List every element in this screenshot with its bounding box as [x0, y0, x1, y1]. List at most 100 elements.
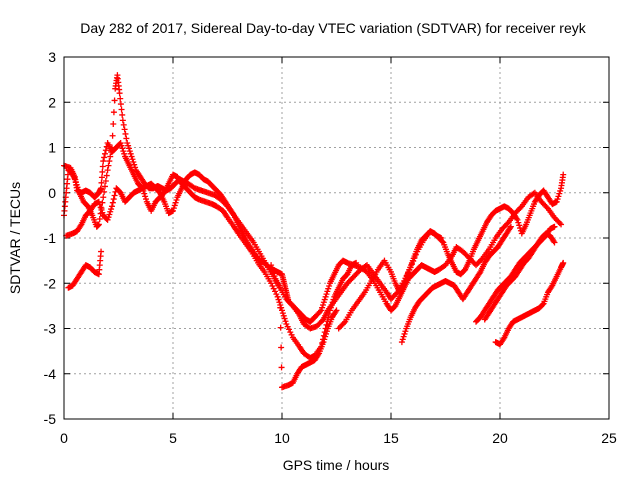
data-point — [103, 172, 110, 179]
data-points — [61, 72, 567, 391]
data-point — [111, 192, 118, 199]
x-tick-label: 20 — [492, 430, 508, 446]
data-point — [555, 193, 562, 200]
data-point — [516, 222, 523, 229]
data-point — [121, 126, 128, 133]
data-point — [128, 153, 135, 160]
data-point — [399, 336, 406, 343]
series-arc-5 — [268, 262, 340, 391]
data-point — [104, 216, 111, 223]
data-point — [278, 364, 285, 371]
data-point — [283, 320, 290, 327]
data-point — [557, 187, 564, 194]
y-tick-label: -5 — [44, 411, 57, 427]
x-tick-label: 0 — [60, 430, 68, 446]
data-point — [97, 204, 104, 211]
data-point — [105, 214, 112, 221]
series-arc-4 — [65, 248, 105, 291]
data-point — [554, 196, 561, 203]
data-point — [121, 150, 128, 157]
data-point — [281, 315, 288, 322]
data-point — [132, 164, 139, 171]
data-point — [108, 144, 115, 151]
data-point — [117, 139, 124, 146]
data-point — [109, 199, 116, 206]
data-point — [107, 208, 114, 215]
data-point — [319, 304, 326, 311]
data-point — [282, 318, 289, 325]
data-point — [106, 211, 113, 218]
data-point — [116, 90, 123, 97]
data-point — [285, 326, 292, 333]
data-point — [124, 139, 131, 146]
data-point — [321, 336, 328, 343]
data-point — [539, 301, 546, 308]
data-point — [323, 291, 330, 298]
data-point — [333, 307, 340, 314]
data-point — [102, 177, 109, 184]
y-tick-label: -4 — [44, 366, 57, 382]
data-point — [105, 162, 112, 169]
y-tick-label: -2 — [44, 275, 57, 291]
data-point — [122, 130, 129, 137]
data-point — [101, 188, 108, 195]
data-point — [171, 202, 178, 209]
data-point — [98, 179, 105, 186]
data-point — [142, 193, 149, 200]
data-point — [277, 324, 284, 331]
data-point — [400, 333, 407, 340]
data-point — [110, 120, 117, 127]
data-point — [560, 171, 567, 178]
data-point — [268, 280, 275, 287]
chart-title: Day 282 of 2017, Sidereal Day-to-day VTE… — [80, 20, 586, 36]
data-point — [120, 148, 127, 155]
y-tick-label: -3 — [44, 321, 57, 337]
data-point — [551, 239, 558, 246]
data-point — [275, 296, 282, 303]
data-point — [173, 196, 180, 203]
data-point — [279, 310, 286, 317]
y-tick-label: 1 — [48, 140, 56, 156]
data-point — [323, 330, 330, 337]
data-point — [110, 196, 117, 203]
series-arc-7 — [398, 223, 514, 346]
x-axis-label: GPS time / hours — [283, 457, 390, 473]
data-point — [141, 190, 148, 197]
data-point — [558, 221, 565, 228]
data-point — [287, 329, 294, 336]
data-point — [321, 296, 328, 303]
data-point — [96, 201, 103, 208]
data-point — [100, 158, 107, 165]
data-point — [118, 106, 125, 113]
data-point — [326, 282, 333, 289]
data-point — [119, 111, 126, 118]
data-point — [268, 264, 275, 271]
data-point — [99, 209, 106, 216]
data-point — [108, 203, 115, 210]
data-point — [117, 101, 124, 108]
y-tick-label: 3 — [48, 49, 56, 65]
data-point — [276, 299, 283, 306]
data-point — [131, 161, 138, 168]
data-point — [268, 262, 275, 269]
data-point — [118, 142, 125, 149]
data-point — [100, 194, 107, 201]
data-point — [269, 282, 276, 289]
data-point — [73, 181, 80, 188]
data-point — [323, 328, 330, 335]
data-point — [74, 184, 81, 191]
data-point — [96, 215, 103, 222]
y-axis-label: SDTVAR / TECUs — [7, 182, 23, 294]
axis-ticks: 0 5 10 15 20 25 -5 -4 -3 -2 -1 0 1 2 3 — [44, 49, 617, 446]
data-point — [102, 147, 109, 154]
data-point — [320, 299, 327, 306]
data-point — [274, 293, 281, 300]
data-point — [101, 183, 108, 190]
data-point — [398, 339, 405, 346]
data-point — [98, 174, 105, 181]
data-point — [123, 135, 130, 142]
data-point — [318, 307, 325, 314]
data-point — [269, 267, 276, 274]
data-point — [515, 219, 522, 226]
